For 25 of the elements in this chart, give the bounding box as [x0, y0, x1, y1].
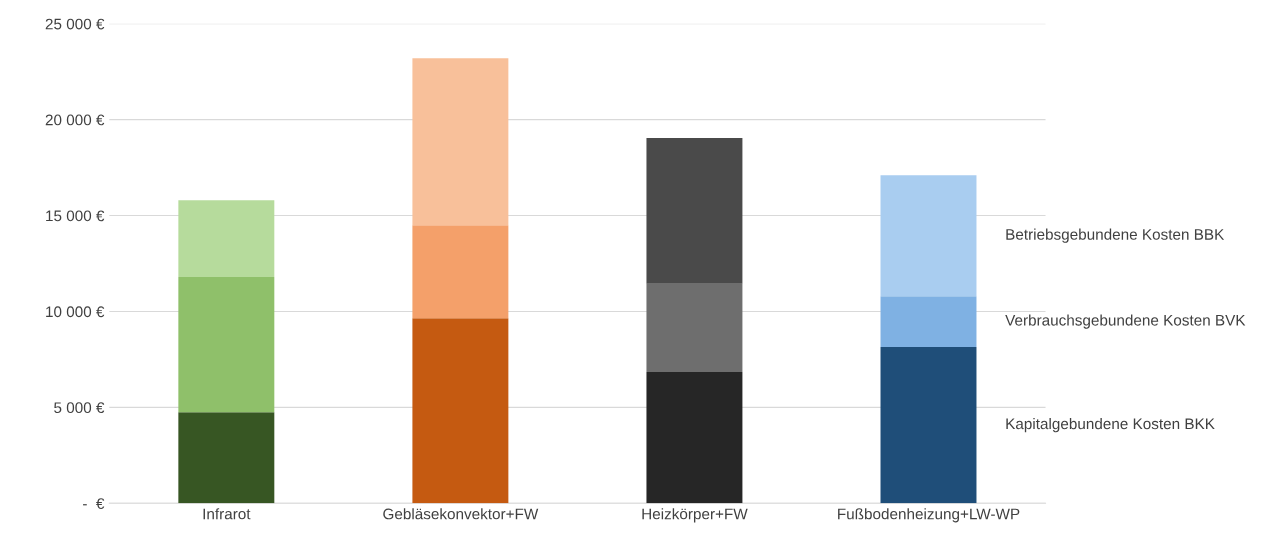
x-tick-label: Gebläsekonvektor+FW	[383, 508, 539, 520]
x-tick-label: Heizkörper+FW	[642, 508, 748, 523]
bar	[880, 296, 977, 347]
bar	[646, 137, 743, 284]
bar	[646, 371, 743, 504]
bar	[880, 175, 977, 297]
y-tick-label: 10 000 €	[46, 306, 105, 318]
bar	[178, 200, 275, 277]
bar	[178, 412, 275, 504]
y-tick-label: 20 000 €	[45, 114, 105, 126]
x-tick-label: Infrarot	[203, 508, 251, 520]
bar	[412, 318, 509, 504]
series-label: Betriebsgebundene Kosten BBK	[1006, 228, 1225, 243]
bar	[646, 283, 743, 372]
bar	[412, 58, 509, 226]
y-tick-label: 5 000 €	[54, 402, 105, 414]
bar	[880, 346, 977, 504]
series-label: Kapitalgebundene Kosten BKK	[1006, 418, 1215, 433]
bar	[178, 276, 275, 413]
bar	[412, 225, 509, 319]
series-label: Verbrauchsgebundene Kosten BVK	[1005, 314, 1246, 329]
x-tick-label: Fußbodenheizung+LW-WP	[838, 508, 1020, 523]
y-tick-label: 25 000 €	[45, 18, 105, 30]
y-tick-label: 15 000 €	[46, 210, 105, 222]
y-tick-label: - €	[83, 498, 105, 509]
